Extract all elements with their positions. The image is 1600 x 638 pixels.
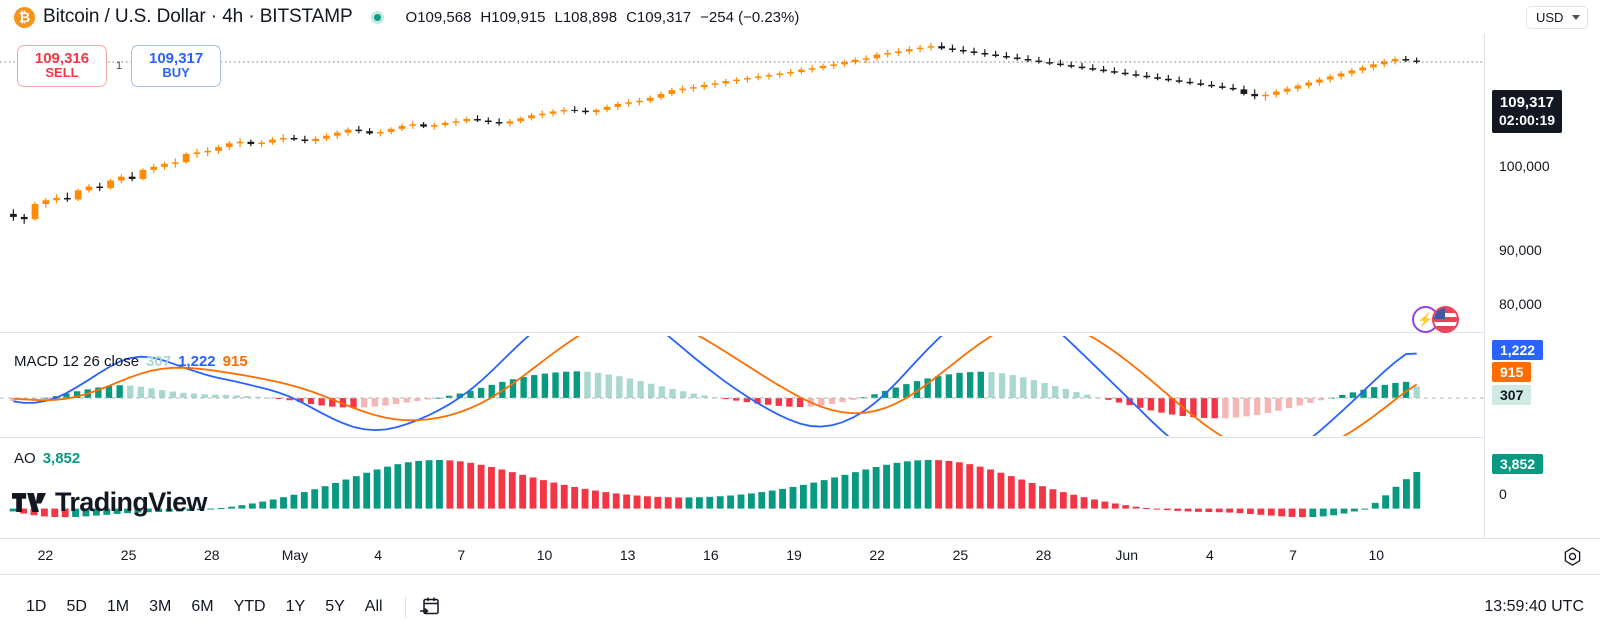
macd-signal-badge: 915	[1492, 362, 1532, 382]
trade-widget: 109,316 SELL 1 109,317 BUY	[17, 45, 222, 87]
chart-badges: ⚡	[1412, 306, 1459, 333]
time-tick-label: 28	[203, 547, 220, 563]
ao-pane[interactable]	[0, 440, 1484, 538]
time-tick-label: 28	[1035, 547, 1052, 563]
last-price-badge: 109,317 02:00:19	[1492, 90, 1563, 134]
buy-label: BUY	[162, 65, 190, 81]
time-tick-label: Jun	[1115, 547, 1139, 563]
range-button-5y[interactable]: 5Y	[325, 597, 345, 615]
calendar-goto-icon[interactable]	[418, 595, 442, 619]
buy-price: 109,317	[149, 49, 204, 67]
time-tick-label: 25	[120, 547, 137, 563]
range-button-1y[interactable]: 1Y	[285, 597, 306, 615]
time-tick-label: 25	[952, 547, 969, 563]
range-button-ytd[interactable]: YTD	[233, 597, 266, 615]
macd-line-badge: 1,222	[1492, 340, 1544, 360]
crosshair-target-icon[interactable]	[1563, 547, 1582, 566]
last-price: 109,317	[1499, 94, 1555, 111]
us-flag-icon[interactable]	[1432, 306, 1459, 333]
time-axis[interactable]: 10 7 4 Jun 28 25 22 19 16 13 10 7 4 May 28 25 22	[0, 538, 1600, 574]
macd-pane[interactable]	[0, 336, 1484, 436]
time-tick-label: 4	[374, 547, 383, 563]
price-tick-80k: 80,000	[1499, 296, 1542, 312]
ohlc-change: −254 (−0.23%)	[700, 8, 800, 26]
time-tick-label: 16	[703, 547, 719, 563]
bar-countdown: 02:00:19	[1499, 111, 1556, 128]
range-button-3m[interactable]: 3M	[149, 597, 172, 615]
spread-value: 1	[116, 60, 123, 72]
range-button-all[interactable]: All	[364, 597, 383, 615]
buy-button[interactable]: 109,317 BUY	[131, 45, 222, 87]
symbol-title[interactable]: Bitcoin / U.S. Dollar · 4h · BITSTAMP	[43, 6, 353, 27]
macd-series	[0, 336, 1484, 436]
market-open-dot-icon[interactable]	[370, 10, 384, 24]
pane-divider-2	[0, 437, 1600, 438]
currency-label: USD	[1536, 10, 1564, 25]
tradingview-wordmark: TradingView	[55, 487, 208, 517]
time-tick-label: 4	[1205, 547, 1214, 563]
tradingview-logo-icon	[12, 493, 46, 512]
price-tick-90k: 90,000	[1499, 242, 1542, 258]
tradingview-watermark: TradingView	[12, 487, 208, 518]
range-button-5d[interactable]: 5D	[66, 597, 87, 615]
time-tick-label: 13	[619, 547, 636, 563]
ohlc-high: H109,915	[480, 8, 546, 26]
time-tick-label: 10	[536, 547, 553, 563]
time-tick-label: 22	[869, 547, 885, 563]
time-tick-label: 10	[1368, 547, 1385, 563]
ao-value-badge: 3,852	[1492, 454, 1544, 474]
sell-label: SELL	[45, 65, 79, 81]
currency-selector[interactable]: USD	[1526, 6, 1588, 29]
ohlc-low: L108,898	[554, 8, 618, 26]
time-tick-label: 7	[457, 547, 466, 563]
chevron-down-icon	[1572, 15, 1580, 20]
time-tick-label: May	[281, 547, 309, 563]
toolbar-divider	[404, 595, 406, 618]
sell-button[interactable]: 109,316 SELL	[17, 45, 107, 87]
bitcoin-icon: ₿	[14, 6, 35, 28]
range-button-6m[interactable]: 6M	[191, 597, 214, 615]
time-tick-label: 19	[786, 547, 802, 563]
macd-hist-badge: 307	[1492, 385, 1532, 405]
pane-divider	[0, 332, 1600, 333]
chart-header: ₿ Bitcoin / U.S. Dollar · 4h · BITSTAMP …	[0, 0, 1600, 34]
ohlc-values: O109,568 H109,915 L108,898 C109,317 −254 (−0…	[406, 9, 809, 26]
utc-clock: 13:59:40 UTC	[1484, 597, 1584, 615]
ao-series	[9, 459, 1421, 518]
price-chart-pane[interactable]	[0, 34, 1484, 330]
ohlc-close: C109,317	[626, 8, 692, 26]
ao-zero-label: 0	[1499, 486, 1507, 502]
ohlc-open: O109,568	[405, 8, 472, 26]
candlestick-series	[0, 42, 1484, 224]
sell-price: 109,316	[34, 49, 90, 67]
price-tick-100k: 100,000	[1499, 158, 1550, 174]
range-button-1d[interactable]: 1D	[26, 597, 47, 615]
range-button-1m[interactable]: 1M	[106, 597, 130, 615]
bottom-toolbar: 1D 5D 1M 3M 6M YTD 1Y 5Y All 13:59:40 UTC	[0, 574, 1600, 638]
time-tick-label: 7	[1289, 547, 1297, 563]
price-axis[interactable]: 109,317 02:00:19 100,000 90,000 80,000 1…	[1484, 34, 1600, 538]
time-tick-label: 22	[37, 547, 54, 563]
